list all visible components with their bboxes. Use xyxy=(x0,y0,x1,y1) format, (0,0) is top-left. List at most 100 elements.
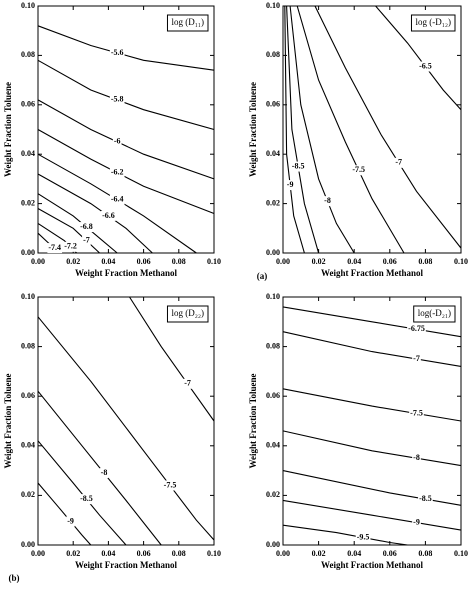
contour-line xyxy=(282,306,462,338)
x-tick-label: 0.04 xyxy=(101,549,115,558)
contour-line xyxy=(37,316,215,541)
contour-line xyxy=(282,388,462,422)
y-tick-label: 0.08 xyxy=(266,50,280,59)
contour-label-bg xyxy=(47,243,63,254)
y-tick-label: 0.06 xyxy=(21,100,35,109)
x-tick-label: 0.00 xyxy=(276,257,290,266)
x-tick-label: 0.00 xyxy=(31,257,45,266)
y-tick-label: 0.04 xyxy=(266,441,280,450)
contour-line xyxy=(37,208,100,254)
y-tick-label: 0.04 xyxy=(266,149,280,158)
x-tick-label: 0.04 xyxy=(347,257,361,266)
plot-frame xyxy=(282,5,462,254)
contour-label-bg xyxy=(418,61,433,72)
contour-line xyxy=(289,5,355,254)
x-tick-label: 0.02 xyxy=(312,257,326,266)
contour-label: -8 xyxy=(101,468,108,477)
contour-label-bg xyxy=(66,516,75,527)
legend-box xyxy=(166,14,209,32)
contour-label: -7.4 xyxy=(48,243,61,252)
contour-label-bg xyxy=(407,324,426,335)
contour-label: -8.5 xyxy=(419,494,432,503)
y-axis-label: Weight Fraction Toluene xyxy=(248,373,258,468)
contour-label-bg xyxy=(290,161,306,172)
x-tick-label: 0.02 xyxy=(66,549,80,558)
contour-label-bg xyxy=(79,222,94,233)
x-tick-label: 0.10 xyxy=(454,549,468,558)
legend-title: log (D₂₂) xyxy=(171,308,204,318)
contour-label-bg xyxy=(355,532,371,543)
y-tick-label: 0.10 xyxy=(21,292,35,301)
x-axis-label: Weight Fraction Methanol xyxy=(75,560,177,570)
y-tick-label: 0.00 xyxy=(266,248,280,257)
contour-label: -8.5 xyxy=(292,161,305,170)
contour-label: -8 xyxy=(413,453,420,462)
contour-line xyxy=(129,296,215,422)
y-tick-label: 0.00 xyxy=(21,540,35,549)
contour-label: -8 xyxy=(324,196,331,205)
contour-label-bg xyxy=(101,210,116,221)
contour-label: -7.2 xyxy=(64,242,77,251)
y-tick-label: 0.06 xyxy=(21,391,35,400)
y-tick-label: 0.08 xyxy=(266,341,280,350)
y-tick-label: 0.02 xyxy=(21,198,35,207)
contour-label: -6.2 xyxy=(111,168,124,177)
contour-label: -7 xyxy=(83,235,90,244)
x-tick-label: 0.02 xyxy=(66,257,80,266)
contour-line xyxy=(282,524,408,546)
contour-label-bg xyxy=(323,196,332,207)
contour-label: -6 xyxy=(114,137,121,146)
contour-line xyxy=(282,499,462,531)
contour-line xyxy=(37,25,215,71)
contour-label: -9 xyxy=(67,516,74,525)
contour-label: -6.75 xyxy=(408,324,425,333)
y-tick-label: 0.02 xyxy=(21,490,35,499)
contour-label: -6.6 xyxy=(102,211,115,220)
contour-line xyxy=(37,482,92,546)
contour-label-bg xyxy=(409,408,424,419)
y-tick-label: 0.04 xyxy=(21,441,35,450)
contour-line xyxy=(37,59,215,131)
contour-label-bg xyxy=(418,494,433,505)
x-tick-label: 0.10 xyxy=(207,549,221,558)
contour-line xyxy=(282,470,462,506)
y-tick-label: 0.06 xyxy=(266,100,280,109)
plot-frame xyxy=(37,5,215,254)
x-tick-label: 0.08 xyxy=(418,257,432,266)
x-tick-label: 0.06 xyxy=(137,257,151,266)
x-tick-label: 0.04 xyxy=(347,549,361,558)
legend-box xyxy=(410,14,456,32)
x-tick-label: 0.10 xyxy=(207,257,221,266)
panel-label: (a) xyxy=(257,271,268,281)
legend-box xyxy=(166,305,209,323)
legend-title: log(-D₂₁) xyxy=(418,308,451,318)
x-axis-label: Weight Fraction Methanol xyxy=(321,560,423,570)
contour-label-bg xyxy=(412,354,421,364)
x-tick-label: 0.06 xyxy=(383,257,397,266)
plot-frame xyxy=(282,296,462,546)
x-tick-label: 0.08 xyxy=(418,549,432,558)
y-axis-label: Weight Fraction Toluene xyxy=(3,82,13,177)
contour-label-bg xyxy=(79,494,94,505)
legend-box xyxy=(413,305,456,323)
y-tick-label: 0.00 xyxy=(266,540,280,549)
contour-label-bg xyxy=(285,180,295,191)
contour-line xyxy=(286,5,320,254)
legend-title: log (D₁₁) xyxy=(171,17,204,27)
contour-label-bg xyxy=(109,94,125,105)
contour-line xyxy=(282,331,462,367)
x-tick-label: 0.08 xyxy=(172,549,186,558)
contour-label: -5.6 xyxy=(111,48,124,57)
x-tick-label: 0.06 xyxy=(137,549,151,558)
x-axis-label: Weight Fraction Methanol xyxy=(75,268,177,278)
contour-label: -7 xyxy=(413,354,420,363)
y-tick-label: 0.10 xyxy=(21,1,35,10)
x-tick-label: 0.00 xyxy=(276,549,290,558)
contour-label: -7 xyxy=(184,379,191,388)
contour-label-bg xyxy=(412,453,421,464)
x-tick-label: 0.08 xyxy=(172,257,186,266)
contour-line xyxy=(37,99,215,180)
y-tick-label: 0.06 xyxy=(266,391,280,400)
x-tick-label: 0.06 xyxy=(383,549,397,558)
